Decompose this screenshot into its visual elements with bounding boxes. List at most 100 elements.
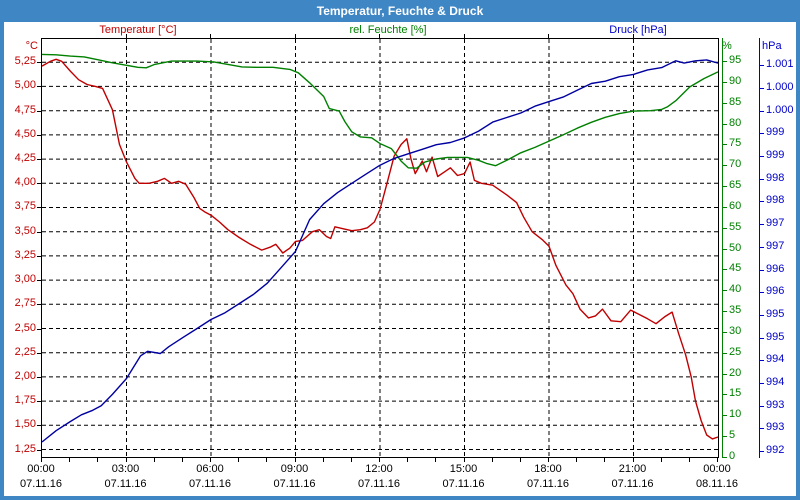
x-minor-tick-mark: [407, 458, 409, 462]
humidity-tick-label: 30: [729, 324, 742, 337]
x-axis-time-label: 03:00: [111, 463, 140, 475]
pressure-axis-unit: hPa: [762, 40, 782, 52]
pressure-tick-label: 995: [766, 307, 785, 320]
temperature-tick-mark: [37, 328, 41, 330]
pressure-tick-label: 994: [766, 376, 785, 389]
humidity-tick-mark: [723, 269, 727, 271]
pressure-tick-label: 997: [766, 217, 785, 230]
x-axis-time-label: 12:00: [365, 463, 393, 475]
pressure-tick-label: 1.000: [766, 103, 794, 116]
pressure-tick-label: 993: [766, 398, 785, 411]
temperature-tick-label: 5,00: [14, 79, 36, 92]
humidity-tick-label: 25: [729, 345, 742, 358]
humidity-tick-label: 85: [729, 95, 742, 108]
x-axis-time-label: 00:00: [27, 463, 55, 475]
temperature-tick-label: 2,00: [14, 369, 36, 382]
humidity-tick-mark: [723, 123, 727, 125]
pressure-tick-mark: [760, 360, 764, 362]
x-top-tick-mark: [210, 34, 211, 38]
temperature-tick-mark: [37, 207, 41, 209]
humidity-tick-label: 80: [729, 116, 742, 129]
temperature-tick-mark: [37, 425, 41, 427]
temperature-tick-label: 4,50: [14, 127, 36, 140]
x-axis-date-label: 07.11.16: [19, 478, 62, 490]
humidity-tick-label: 75: [729, 137, 742, 150]
pressure-tick-mark: [760, 428, 764, 430]
x-axis-date-label: 07.11.16: [104, 478, 147, 490]
temperature-tick-mark: [37, 110, 41, 112]
x-minor-tick-mark: [717, 458, 718, 462]
humidity-tick-label: 55: [729, 220, 742, 233]
pressure-tick-label: 993: [766, 421, 785, 434]
temperature-tick-label: 3,00: [14, 273, 36, 286]
pressure-tick-mark: [760, 246, 764, 248]
humidity-tick-mark: [723, 311, 727, 313]
humidity-tick-label: 10: [729, 408, 742, 421]
humidity-tick-label: 50: [729, 241, 742, 254]
x-axis-date-label: 07.11.16: [188, 478, 231, 490]
pressure-tick-mark: [760, 405, 764, 407]
x-minor-tick-mark: [604, 458, 606, 462]
humidity-tick-mark: [723, 373, 727, 375]
x-axis-time-label: 18:00: [534, 463, 562, 475]
x-top-tick-mark: [294, 34, 296, 38]
window-border-bottom: [0, 496, 800, 500]
x-minor-tick-mark: [688, 458, 690, 462]
pressure-tick-mark: [760, 451, 764, 453]
temperature-tick-mark: [37, 183, 41, 185]
pressure-tick-label: 998: [766, 171, 785, 184]
temperature-tick-mark: [37, 159, 41, 161]
pressure-tick-mark: [760, 178, 764, 180]
x-minor-tick-mark: [519, 458, 521, 462]
temperature-tick-label: 3,25: [14, 248, 36, 261]
pressure-tick-label: 992: [766, 444, 785, 457]
x-top-tick-mark: [548, 34, 549, 38]
humidity-tick-mark: [723, 186, 727, 188]
pressure-tick-mark: [760, 224, 764, 226]
chart-plot-area: [41, 38, 719, 458]
humidity-axis-line: [722, 38, 723, 458]
pressure-tick-mark: [760, 383, 764, 385]
x-minor-tick-mark: [350, 458, 352, 462]
x-axis-time-label: 09:00: [280, 463, 309, 475]
pressure-tick-mark: [760, 269, 764, 271]
temperature-tick-mark: [37, 376, 41, 378]
pressure-axis-line: [759, 38, 760, 458]
humidity-tick-mark: [723, 436, 727, 438]
window-border-right: [796, 22, 800, 500]
legend-temperature: Temperatur [°C]: [99, 24, 177, 36]
pressure-tick-label: 999: [766, 149, 785, 162]
x-axis-time-label: 06:00: [196, 463, 224, 475]
x-minor-tick-mark: [660, 458, 662, 462]
x-minor-tick-mark: [266, 458, 268, 462]
x-axis-date-label: 07.11.16: [357, 478, 400, 490]
x-top-tick-mark: [125, 34, 127, 38]
temperature-tick-mark: [37, 134, 41, 136]
pressure-tick-label: 999: [766, 126, 785, 139]
x-minor-tick-mark: [153, 458, 155, 462]
temperature-tick-mark: [37, 352, 41, 354]
x-minor-tick-mark: [41, 458, 42, 462]
pressure-tick-mark: [760, 337, 764, 339]
humidity-tick-label: 20: [729, 366, 742, 379]
x-minor-tick-mark: [238, 458, 240, 462]
x-axis-time-label: 15:00: [449, 463, 478, 475]
temperature-tick-label: 2,50: [14, 321, 36, 334]
humidity-tick-mark: [723, 61, 727, 63]
legend-pressure: Druck [hPa]: [609, 24, 667, 36]
temperature-tick-label: 4,25: [14, 152, 36, 165]
temperature-tick-mark: [37, 280, 41, 282]
pressure-tick-mark: [760, 65, 764, 67]
humidity-tick-mark: [723, 352, 727, 354]
temperature-tick-label: 5,25: [14, 55, 36, 68]
humidity-tick-label: 15: [729, 387, 742, 400]
humidity-tick-label: 5: [729, 429, 736, 442]
humidity-tick-mark: [723, 457, 727, 458]
temperature-tick-label: 4,75: [14, 103, 36, 116]
x-axis-date-label: 07.11.16: [442, 478, 485, 490]
window-title: Temperatur, Feuchte & Druck: [316, 4, 484, 18]
humidity-tick-label: 45: [729, 262, 742, 275]
x-axis-time-label: 00:00: [703, 463, 731, 475]
x-minor-tick-mark: [463, 458, 465, 462]
x-axis-date-label: 07.11.16: [611, 478, 654, 490]
